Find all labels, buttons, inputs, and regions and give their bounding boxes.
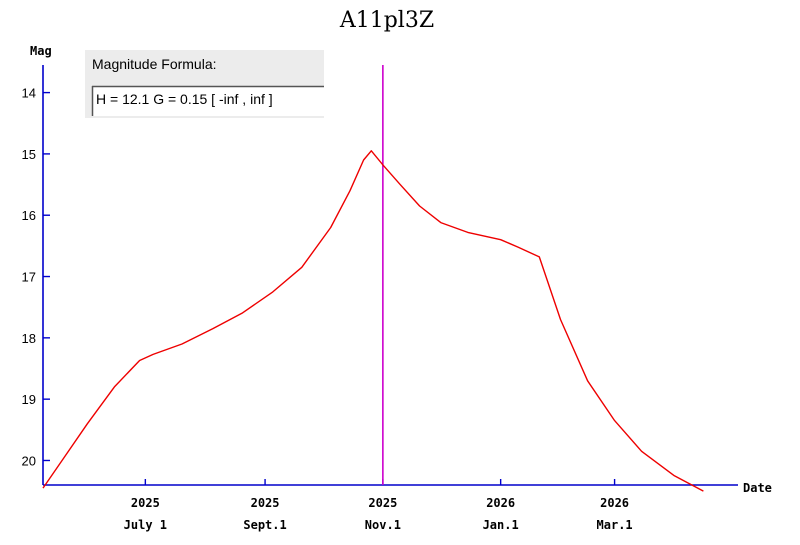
y-tick-label: 16 bbox=[22, 208, 36, 223]
x-axis-label: Date bbox=[743, 481, 772, 495]
formula-heading: Magnitude Formula: bbox=[92, 56, 217, 72]
y-tick-label: 17 bbox=[22, 270, 36, 285]
x-tick-year: 2025 bbox=[251, 496, 280, 510]
x-tick-year: 2025 bbox=[131, 496, 160, 510]
x-tick-year: 2026 bbox=[600, 496, 629, 510]
y-tick-label: 20 bbox=[22, 453, 36, 468]
series-layer bbox=[42, 150, 704, 492]
chart-title: A11pl3Z bbox=[339, 8, 434, 33]
magnitude-series-line bbox=[42, 150, 704, 492]
formula-box: Magnitude Formula: H = 12.1 G = 0.15 [ -… bbox=[85, 50, 324, 118]
formula-field bbox=[92, 86, 324, 116]
y-tick-label: 14 bbox=[22, 86, 36, 101]
x-ticks: 2025 July 1 2025 Sept.1 2025 Nov.1 2026 Jan.1 20… bbox=[124, 479, 633, 532]
x-tick-label: Mar.1 bbox=[597, 518, 633, 532]
x-tick-year: 2025 bbox=[368, 496, 397, 510]
x-tick-year: 2026 bbox=[486, 496, 515, 510]
y-tick-label: 15 bbox=[22, 147, 36, 162]
formula-text: H = 12.1 G = 0.15 [ -inf , inf ] bbox=[96, 91, 273, 107]
x-tick-label: Nov.1 bbox=[365, 518, 401, 532]
x-tick-label: Jan.1 bbox=[483, 518, 519, 532]
x-tick-label: Sept.1 bbox=[243, 518, 286, 532]
y-axis-label: Mag bbox=[30, 44, 52, 58]
y-ticks: 14 15 16 17 18 19 20 bbox=[22, 86, 50, 468]
y-tick-label: 18 bbox=[22, 331, 36, 346]
y-tick-label: 19 bbox=[22, 392, 36, 407]
x-tick-label: July 1 bbox=[124, 518, 167, 532]
